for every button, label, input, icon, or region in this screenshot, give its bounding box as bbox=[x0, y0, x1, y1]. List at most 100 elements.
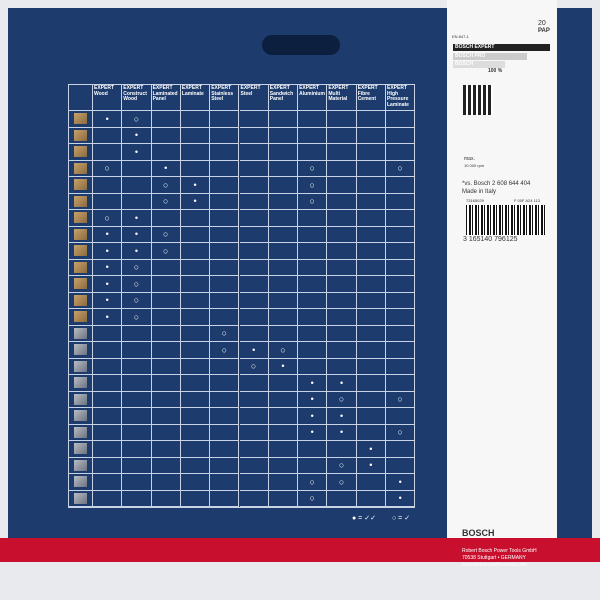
table-cell bbox=[210, 243, 240, 260]
table-cell bbox=[93, 342, 123, 359]
table-cell bbox=[327, 111, 357, 128]
table-cell bbox=[239, 490, 269, 507]
column-header: EXPERT Fibre Cement bbox=[356, 85, 386, 111]
table-cell bbox=[327, 127, 357, 144]
table-cell bbox=[298, 276, 328, 293]
table-cell bbox=[356, 226, 386, 243]
material-icon bbox=[74, 311, 87, 323]
table-cell: • bbox=[239, 342, 269, 359]
address-line: www.bosch-professional.com bbox=[462, 562, 527, 568]
table-cell bbox=[151, 358, 181, 375]
table-cell bbox=[180, 490, 211, 507]
table-cell bbox=[151, 292, 181, 309]
table-cell: • bbox=[180, 193, 211, 210]
row-icon-cell bbox=[69, 358, 93, 375]
table-cell bbox=[239, 243, 269, 260]
material-icon bbox=[74, 212, 87, 224]
table-cell bbox=[386, 375, 416, 392]
table-cell bbox=[180, 325, 211, 342]
table-cell bbox=[239, 144, 269, 161]
table-cell bbox=[239, 160, 269, 177]
table-cell bbox=[356, 375, 386, 392]
table-cell bbox=[210, 193, 240, 210]
table-cell: ○ bbox=[122, 292, 152, 309]
table-cell bbox=[93, 177, 123, 194]
material-icon bbox=[74, 162, 87, 174]
table-cell bbox=[122, 457, 152, 474]
row-icon-cell bbox=[69, 177, 93, 194]
table-cell bbox=[356, 193, 386, 210]
row-icon-cell bbox=[69, 342, 93, 359]
info-panel bbox=[447, 0, 557, 540]
table-cell bbox=[239, 259, 269, 276]
table-cell: • bbox=[327, 375, 357, 392]
table-cell bbox=[151, 276, 181, 293]
table-cell bbox=[386, 325, 416, 342]
table-cell bbox=[268, 276, 299, 293]
table-cell bbox=[327, 259, 357, 276]
material-icon bbox=[74, 426, 87, 438]
table-cell: ○ bbox=[327, 474, 357, 491]
table-cell bbox=[210, 177, 240, 194]
table-cell bbox=[93, 457, 123, 474]
table-cell: • bbox=[122, 226, 152, 243]
table-cell bbox=[327, 193, 357, 210]
column-header: EXPERT Aluminium bbox=[298, 85, 328, 111]
table-cell bbox=[180, 375, 211, 392]
row-icon-cell bbox=[69, 408, 93, 425]
material-icon bbox=[74, 113, 87, 125]
table-cell bbox=[151, 127, 181, 144]
table-cell bbox=[210, 160, 240, 177]
table-cell: • bbox=[356, 441, 386, 458]
line-pro: BOSCH PRO bbox=[453, 53, 527, 60]
table-cell bbox=[327, 243, 357, 260]
table-cell bbox=[122, 375, 152, 392]
row-icon-cell bbox=[69, 144, 93, 161]
table-cell bbox=[239, 474, 269, 491]
table-cell bbox=[268, 160, 299, 177]
column-header: EXPERT Steel bbox=[239, 85, 269, 111]
table-cell: • bbox=[122, 210, 152, 227]
table-cell bbox=[386, 127, 416, 144]
table-cell: ○ bbox=[298, 177, 328, 194]
material-icon bbox=[74, 228, 87, 240]
table-cell bbox=[268, 391, 299, 408]
table-cell: ○ bbox=[298, 490, 328, 507]
line-basic: BOSCH bbox=[453, 61, 505, 68]
table-cell bbox=[268, 259, 299, 276]
table-cell bbox=[180, 259, 211, 276]
table-cell bbox=[268, 210, 299, 227]
speed-max: max. bbox=[464, 156, 475, 162]
origin: Made in Italy bbox=[462, 189, 497, 195]
table-cell bbox=[386, 144, 416, 161]
table-cell bbox=[239, 424, 269, 441]
column-header: EXPERT Multi Material bbox=[327, 85, 357, 111]
table-cell bbox=[122, 160, 152, 177]
table-cell bbox=[239, 375, 269, 392]
table-cell: • bbox=[327, 408, 357, 425]
row-icon-cell bbox=[69, 111, 93, 128]
material-icon bbox=[74, 492, 87, 504]
table-cell bbox=[151, 144, 181, 161]
table-cell bbox=[151, 457, 181, 474]
table-cell bbox=[356, 325, 386, 342]
table-cell bbox=[93, 474, 123, 491]
table-cell bbox=[298, 127, 328, 144]
table-cell bbox=[268, 441, 299, 458]
table-cell bbox=[386, 457, 416, 474]
table-cell: • bbox=[327, 424, 357, 441]
table-cell bbox=[327, 210, 357, 227]
table-cell bbox=[210, 490, 240, 507]
table-cell: • bbox=[93, 292, 123, 309]
table-cell: ○ bbox=[93, 160, 123, 177]
address-line: Robert Bosch Power Tools GmbH bbox=[462, 548, 537, 554]
table-cell bbox=[298, 292, 328, 309]
row-icon-cell bbox=[69, 490, 93, 507]
table-cell bbox=[239, 391, 269, 408]
table-cell bbox=[268, 144, 299, 161]
row-icon-cell bbox=[69, 391, 93, 408]
table-cell bbox=[180, 457, 211, 474]
table-cell bbox=[356, 309, 386, 326]
row-icon-cell bbox=[69, 309, 93, 326]
